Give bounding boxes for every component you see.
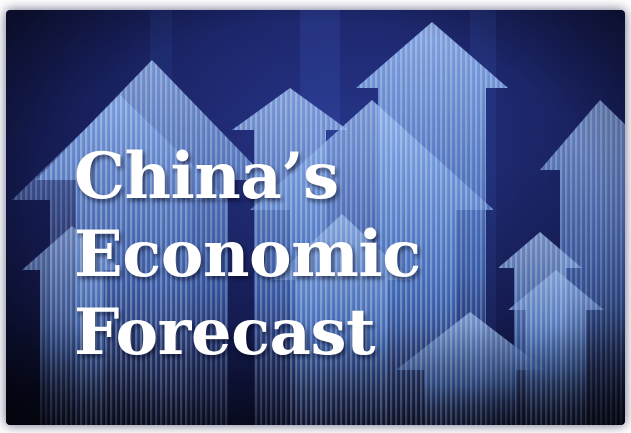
title-line-1: China’s: [74, 139, 339, 214]
banner-title: China’s Economic Forecast: [74, 138, 421, 372]
title-line-3: Forecast: [74, 295, 376, 370]
title-line-2: Economic: [74, 217, 421, 292]
